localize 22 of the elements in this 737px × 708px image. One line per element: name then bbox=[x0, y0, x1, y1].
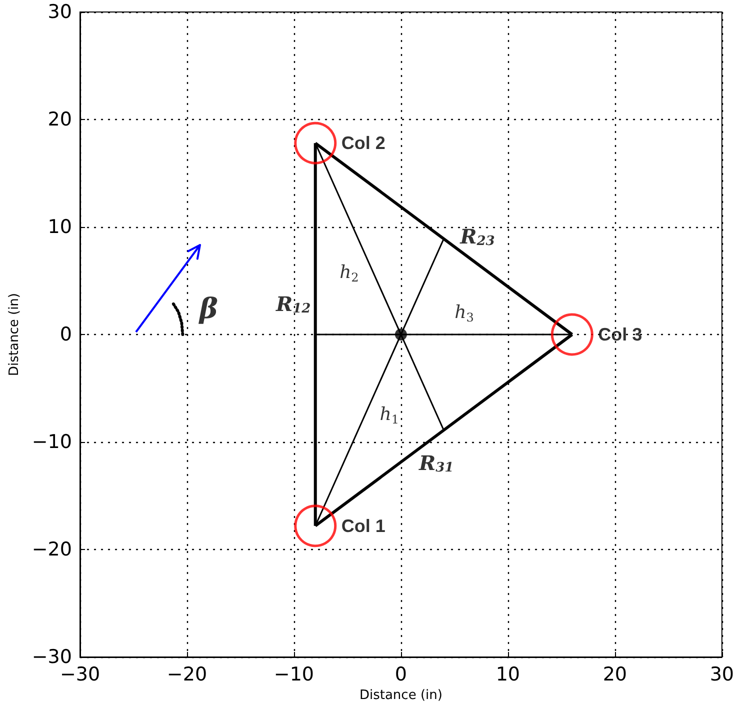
x-tick-label: −10 bbox=[274, 664, 314, 686]
x-tick-label: 0 bbox=[394, 664, 407, 686]
y-tick-label: −20 bbox=[32, 538, 72, 560]
x-tick-label: 10 bbox=[496, 664, 520, 686]
y-axis-title: Distance (in) bbox=[7, 293, 22, 376]
x-tick-label: 30 bbox=[710, 664, 734, 686]
series-label: Col 2 bbox=[341, 133, 386, 154]
y-tick-label: 20 bbox=[48, 108, 72, 130]
y-tick-label: 0 bbox=[60, 324, 72, 346]
y-tick-label: 10 bbox=[48, 216, 72, 238]
y-tick-label: 30 bbox=[48, 1, 72, 23]
x-tick-label: 20 bbox=[602, 664, 628, 686]
series-label: R12 bbox=[275, 292, 311, 316]
y-tick-label: −10 bbox=[32, 431, 72, 453]
series-label: R23 bbox=[459, 224, 495, 249]
series-label: Col 3 bbox=[598, 324, 642, 344]
x-axis-title: Distance (in) bbox=[359, 688, 442, 703]
x-tick-label: −20 bbox=[166, 664, 208, 686]
series-label: Col 1 bbox=[341, 516, 386, 536]
series-label: R31 bbox=[418, 451, 454, 476]
series-label: β bbox=[198, 292, 218, 325]
y-tick-label: −30 bbox=[32, 646, 72, 668]
